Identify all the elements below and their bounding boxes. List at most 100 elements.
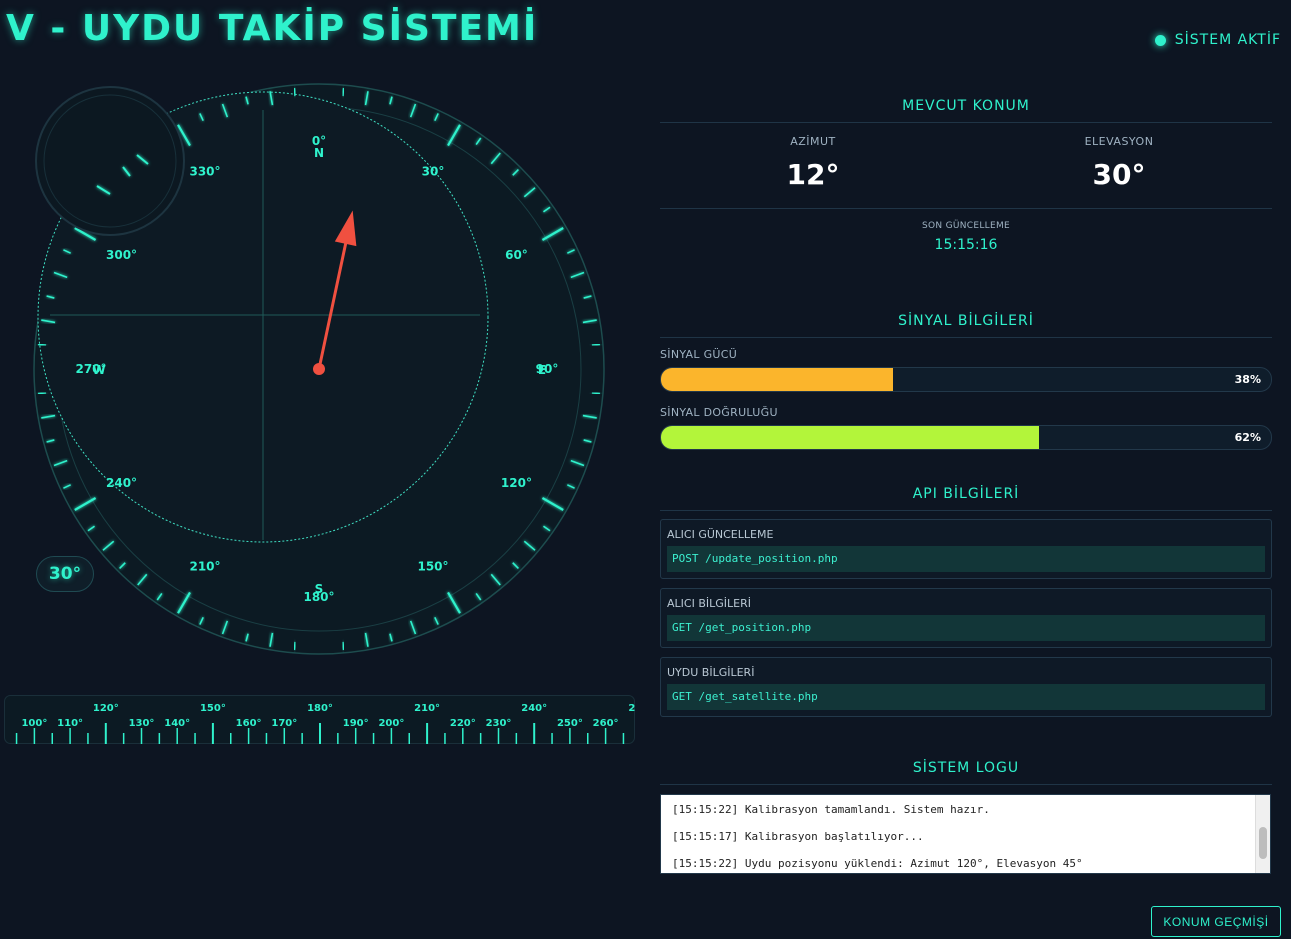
compass-degree-label: 150° xyxy=(417,559,448,573)
compass-tick xyxy=(582,414,597,419)
location-history-button[interactable]: KONUM GEÇMİŞİ xyxy=(1151,906,1281,937)
compass-tick xyxy=(41,414,56,419)
strip-degree-label: 110° xyxy=(57,718,83,729)
signal-strength-bar: 38% xyxy=(660,367,1272,392)
compass-tick xyxy=(53,459,68,467)
cardinal-east: E xyxy=(538,363,546,377)
compass-degree-label: 60° xyxy=(505,248,528,262)
coordinate-row: AZİMUT 12° ELEVASYON 30° xyxy=(660,123,1272,209)
compass-tick xyxy=(342,88,345,97)
compass-tick xyxy=(46,439,55,443)
strip-degree-label: 240° xyxy=(521,703,547,714)
strip-degree-label: 120° xyxy=(93,703,119,714)
compass-tick xyxy=(389,96,393,105)
strip-degree-label: 220° xyxy=(450,718,476,729)
strip-degree-label: 140° xyxy=(164,718,190,729)
compass-degree-label: 330° xyxy=(189,165,220,179)
compass-degree-label: 240° xyxy=(106,476,137,490)
mini-dial-tick xyxy=(122,166,131,177)
compass-tick xyxy=(364,632,369,647)
compass-tick xyxy=(137,573,148,586)
mini-dial xyxy=(35,86,185,236)
signal-accuracy-fill xyxy=(661,426,1040,449)
signal-accuracy-label: SİNYAL DOĞRULUĞU xyxy=(660,406,778,419)
compass-tick xyxy=(583,439,592,443)
api-endpoint-list: ALICI GÜNCELLEME POST /update_position.p… xyxy=(660,519,1272,717)
log-scrollbar[interactable] xyxy=(1255,795,1270,873)
needle-pivot xyxy=(313,363,325,375)
current-position-section: MEVCUT KONUM AZİMUT 12° ELEVASYON 30° SO… xyxy=(660,98,1272,253)
signal-strength-value: 38% xyxy=(1234,373,1261,386)
strip-degree-label: 130° xyxy=(129,718,155,729)
compass-tick xyxy=(364,91,369,106)
compass-tick xyxy=(63,484,72,489)
compass-tick xyxy=(74,227,97,241)
cardinal-south: S xyxy=(315,582,324,596)
strip-degree-label: 260° xyxy=(593,718,619,729)
mini-dial-inner-ring xyxy=(43,94,177,228)
log-box[interactable]: [15:15:22] Kalibrasyon tamamlandı. Siste… xyxy=(660,794,1271,874)
api-endpoint-code[interactable]: GET /get_position.php xyxy=(667,615,1265,641)
api-endpoint-title: UYDU BİLGİLERİ xyxy=(667,666,755,679)
last-update-value: 15:15:16 xyxy=(934,237,998,253)
signal-strength-label: SİNYAL GÜCÜ xyxy=(660,348,738,361)
mini-dial-ticks xyxy=(96,154,149,195)
compass-tick xyxy=(177,124,191,147)
compass-tick xyxy=(434,616,439,625)
compass-tick xyxy=(591,343,600,346)
compass-tick xyxy=(541,227,564,241)
compass-tick xyxy=(475,137,482,146)
api-endpoint-title: ALICI GÜNCELLEME xyxy=(667,528,774,541)
azimuth-strip: 0°120°150°180°210°240°270°100°110°130°14… xyxy=(4,695,635,744)
api-endpoint-code[interactable]: POST /update_position.php xyxy=(667,546,1265,572)
compass-tick xyxy=(342,641,345,650)
compass-tick xyxy=(46,295,55,299)
compass-tick xyxy=(245,633,249,642)
compass-tick xyxy=(199,616,204,625)
mini-dial-tick xyxy=(136,154,149,165)
system-log-section: SİSTEM LOGU [15:15:22] Kalibrasyon tamam… xyxy=(660,760,1272,874)
log-scrollbar-thumb[interactable] xyxy=(1259,827,1267,859)
strip-degree-label: 190° xyxy=(343,718,369,729)
compass-degree-label: 120° xyxy=(501,476,532,490)
compass-tick xyxy=(269,632,274,647)
signal-strength: SİNYAL GÜCÜ 38% xyxy=(660,348,1272,392)
compass-tick xyxy=(221,620,229,635)
compass-degree-label: 30° xyxy=(422,165,445,179)
log-line: [15:15:22] Uydu pozisyonu yüklendi: Azim… xyxy=(672,857,1083,870)
api-endpoint-title: ALICI BİLGİLERİ xyxy=(667,597,751,610)
strip-degree-label: 170° xyxy=(271,718,297,729)
compass-tick xyxy=(389,633,393,642)
compass-tick xyxy=(512,562,519,569)
compass-tick xyxy=(63,249,72,254)
elevation-value: 30° xyxy=(1092,158,1146,191)
log-lines: [15:15:22] Kalibrasyon tamamlandı. Siste… xyxy=(661,795,1270,870)
signal-accuracy-bar: 62% xyxy=(660,425,1272,450)
compass-tick xyxy=(41,319,56,324)
elevation-readout: ELEVASYON 30° xyxy=(966,135,1272,208)
azimuth-label: AZİMUT xyxy=(790,135,836,148)
compass-degree-label: 180° xyxy=(303,590,334,604)
compass-tick xyxy=(119,562,126,569)
cardinal-west: W xyxy=(92,363,105,377)
compass-tick xyxy=(591,392,600,395)
strip-degree-label: 270° xyxy=(628,703,635,714)
azimuth-strip-scale: 0°120°150°180°210°240°270°100°110°130°14… xyxy=(15,703,635,744)
compass-tick xyxy=(434,113,439,122)
log-line: [15:15:17] Kalibrasyon başlatılıyor... xyxy=(672,830,924,843)
needle-shaft xyxy=(317,242,348,371)
compass-tick xyxy=(490,573,501,586)
elevation-label: ELEVASYON xyxy=(1084,135,1154,148)
api-endpoint-code[interactable]: GET /get_satellite.php xyxy=(667,684,1265,710)
compass-degree-label: 90° xyxy=(536,362,559,376)
strip-degree-label: 150° xyxy=(200,703,226,714)
signal-title: SİNYAL BİLGİLERİ xyxy=(660,313,1272,338)
compass-tick xyxy=(269,91,274,106)
strip-degree-label: 250° xyxy=(557,718,583,729)
status-text: SİSTEM AKTİF xyxy=(1174,32,1281,48)
compass-tick xyxy=(293,641,296,650)
compass-tick xyxy=(542,206,551,213)
compass-tick xyxy=(53,271,68,279)
compass-dial: 0° 30° 60° 90° 120° 150° 180° 210° 240° 270° 300° 3… xyxy=(33,83,605,655)
compass-tick xyxy=(177,591,191,614)
